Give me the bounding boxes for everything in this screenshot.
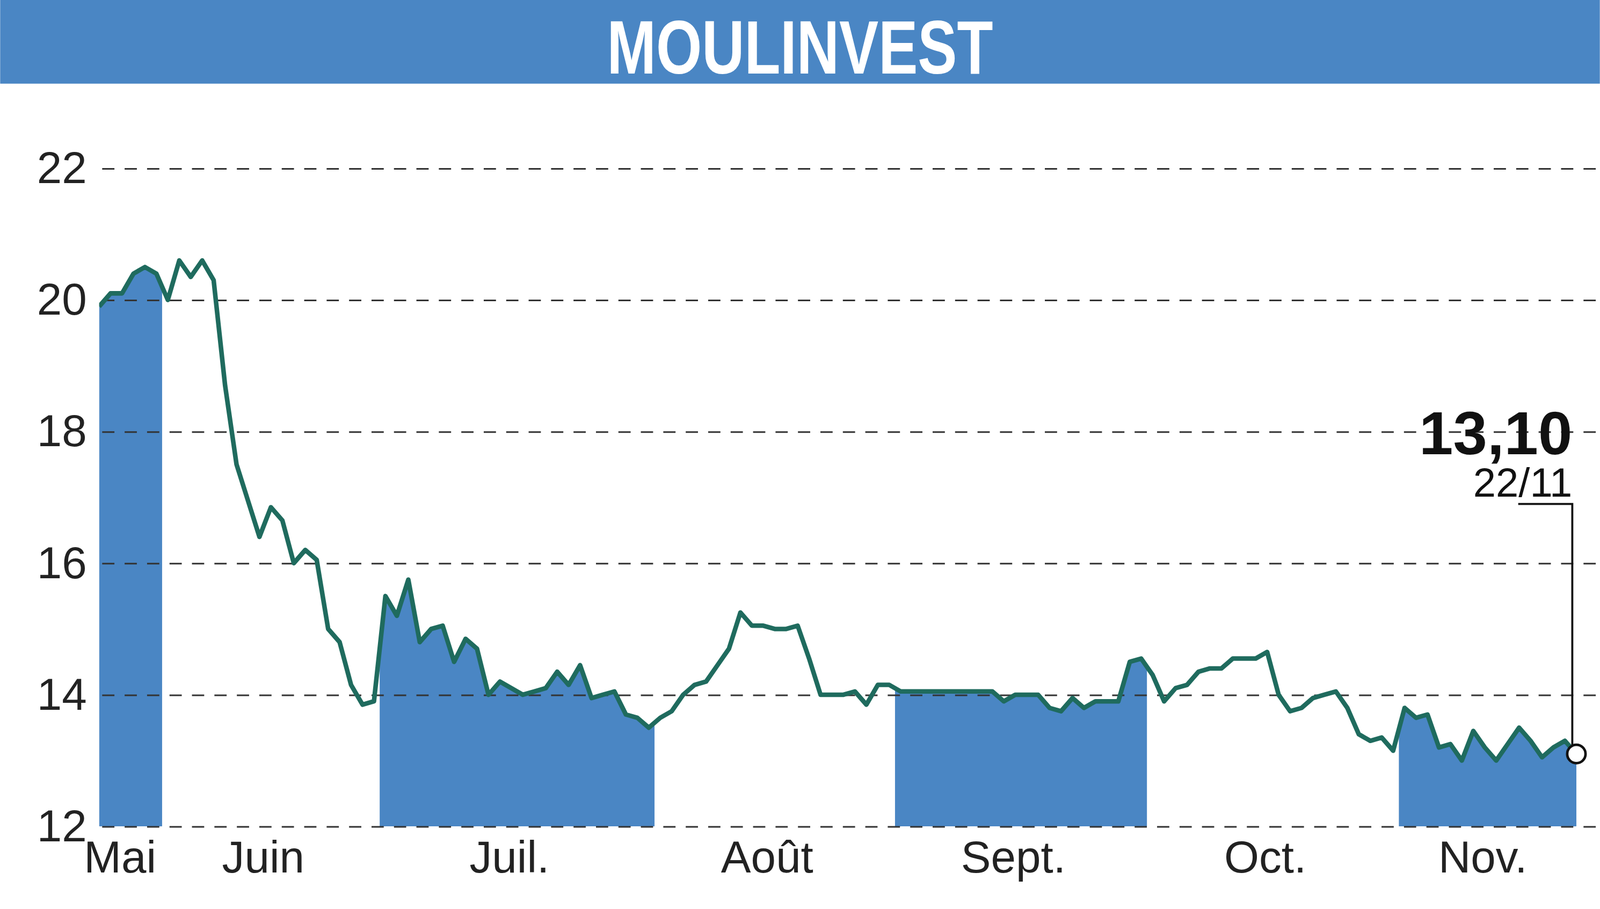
x-tick-label: Nov. [1438,831,1528,883]
title: MOULINVEST [607,5,994,90]
month-band [379,260,655,827]
x-tick-label: Mai [83,831,157,883]
chart: MOULINVEST 12 14 16 18 20 22 Mai Juin Juil. Août Se… [0,0,1600,909]
x-tick: Oct. [1153,826,1307,883]
grid-line [102,562,1600,565]
x-tick-label: Oct. [1224,831,1307,883]
last-value-label: 13,10 [1419,398,1573,468]
y-tick-label: 20 [37,273,87,325]
line-layer [99,260,1577,761]
x-tick: Sept. [901,826,1066,883]
month-band [1398,260,1577,827]
month-band [895,260,1147,827]
y-axis-line [99,168,1600,827]
x-tick-label: Sept. [961,831,1066,883]
y-tick-label: 18 [37,405,87,456]
x-tick: Août [660,826,814,883]
last-date-label: 22/11 [1473,459,1573,506]
price-line [99,260,1577,761]
x-axis-line [99,826,1577,828]
grid-line [102,299,1600,302]
grid-line [102,826,1600,828]
leader-line [1518,504,1573,746]
y-tick: 16 [37,537,1600,588]
y-tick-label: 22 [37,142,87,193]
y-tick: 18 [37,405,1600,456]
y-tick-label: 16 [37,537,87,588]
grid-line [102,168,1600,170]
x-tick: Juil. [386,826,550,883]
x-axis: Mai Juin Juil. Août Sept. Oct. Nov. [83,826,1577,883]
y-tick-label: 12 [37,800,87,852]
last-point-marker [1567,744,1586,763]
plot-area [99,260,1577,827]
x-tick: Juin [168,826,305,883]
y-axis: 12 14 16 18 20 22 [37,142,1600,852]
x-tick-label: Juil. [469,831,550,883]
x-tick: Nov. [1405,826,1528,883]
y-tick: 22 [37,142,1600,193]
x-tick: Mai [83,826,157,883]
y-tick: 20 [37,273,1600,325]
y-tick-label: 14 [37,668,87,720]
x-tick-label: Août [721,831,814,883]
x-tick-label: Juin [222,831,305,883]
month-band [99,260,163,827]
grid-line [102,431,1600,433]
